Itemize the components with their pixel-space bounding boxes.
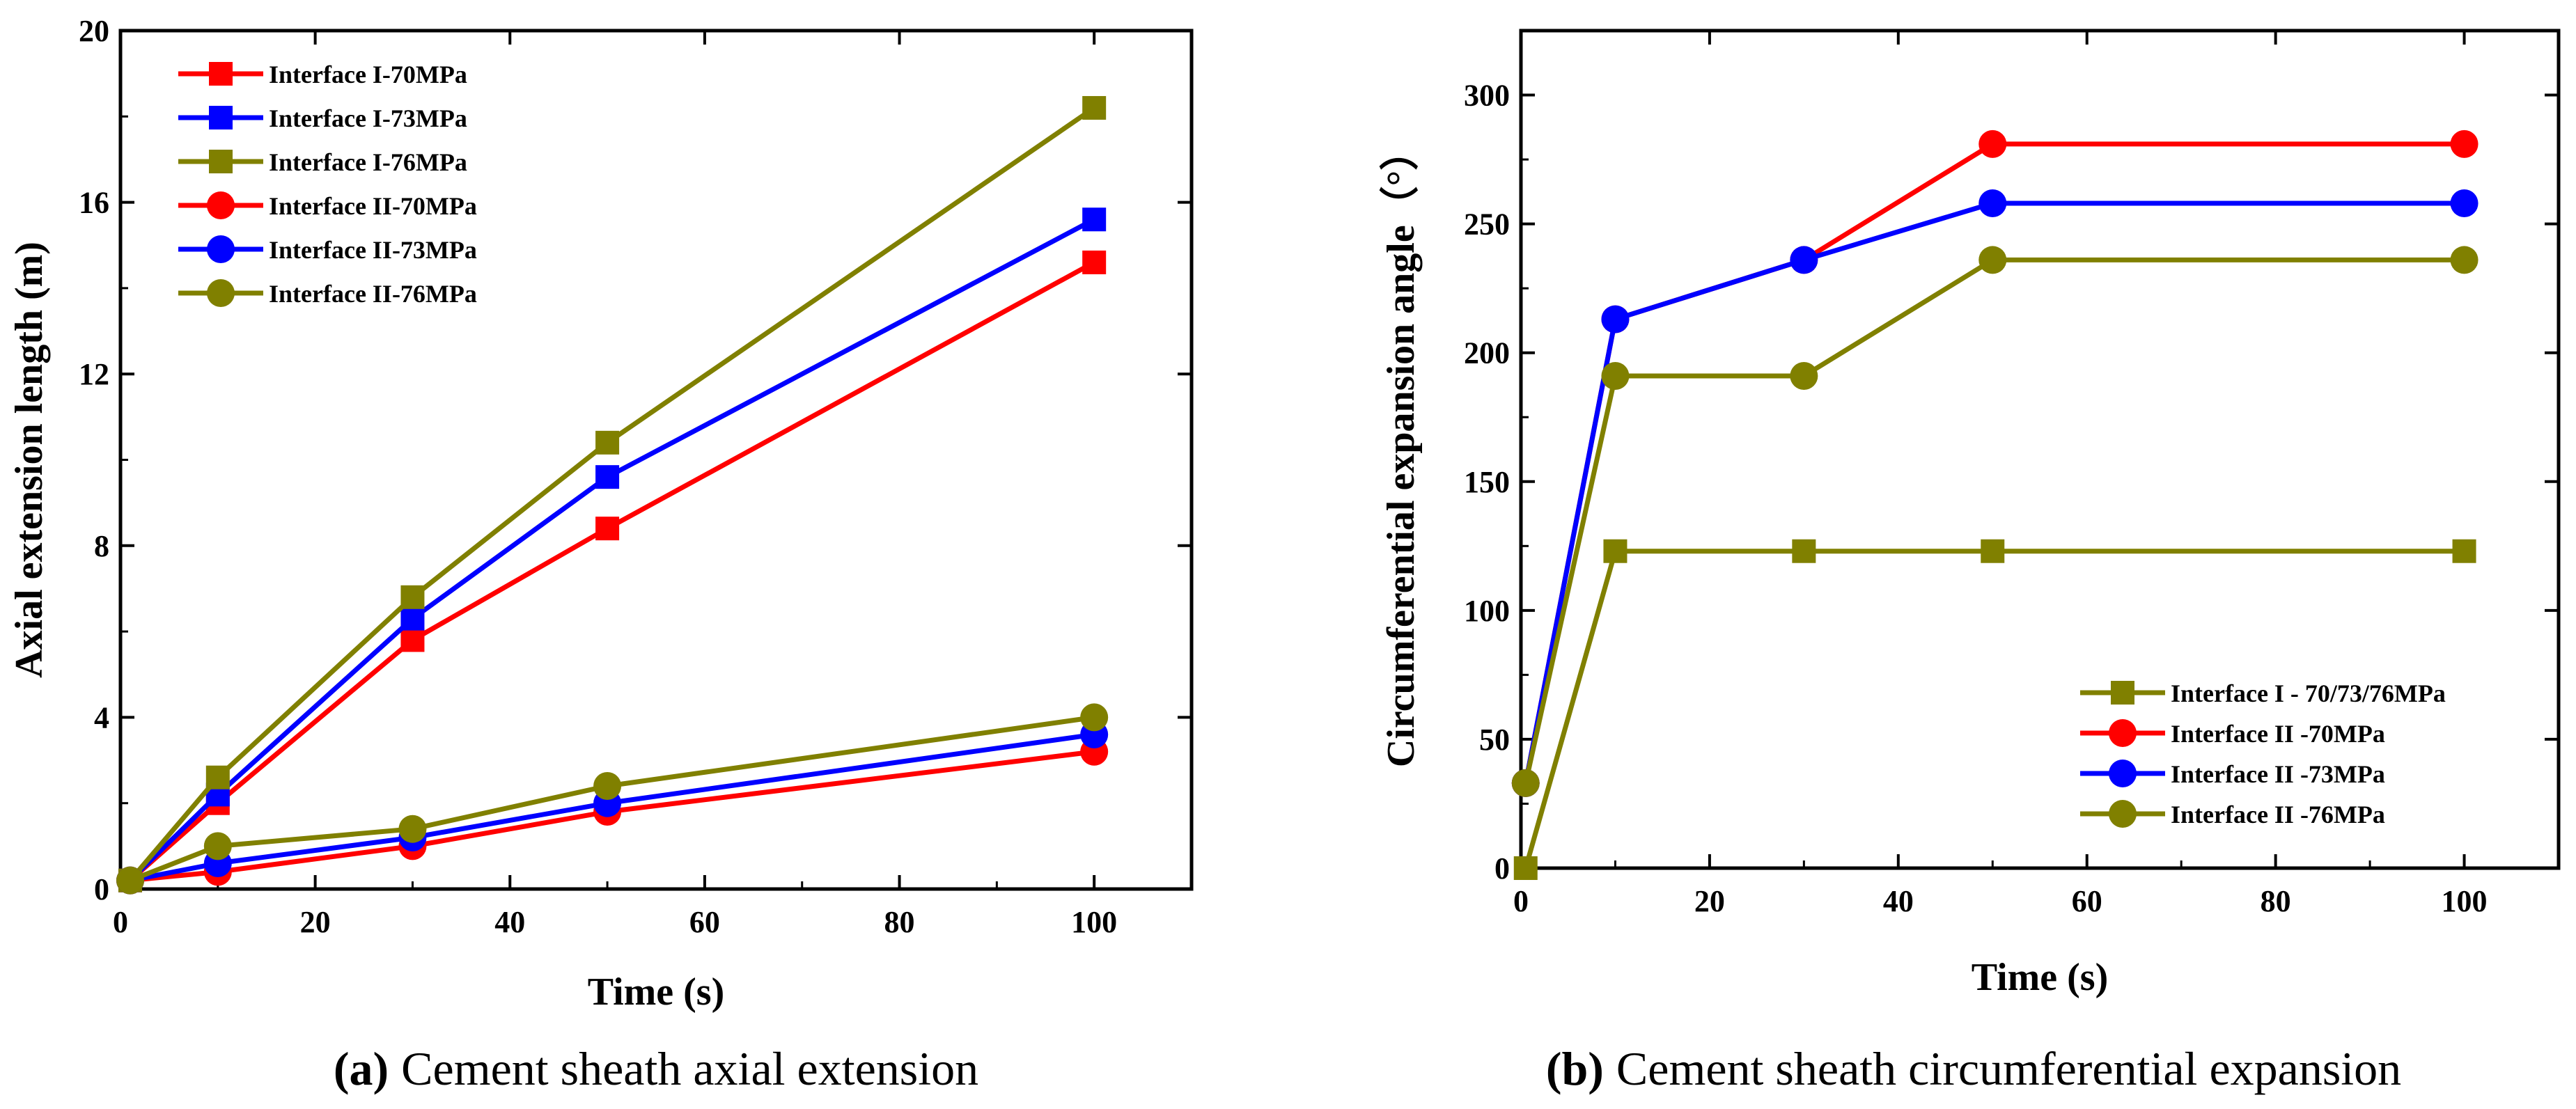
series-b-3	[1511, 246, 2479, 797]
plot-frame-b	[1519, 29, 2561, 870]
legend-label-b-3: Interface II -76MPa	[2171, 801, 2385, 828]
y-tick-label-a: 12	[79, 357, 109, 391]
data-point-b-2	[2450, 189, 2479, 218]
y-axis-title-a: Axial extension length (m)	[8, 242, 51, 678]
x-tick-label-a: 60	[689, 905, 720, 939]
legend-marker-a-3	[207, 191, 235, 219]
data-point-b-3	[1511, 769, 1540, 797]
y-tick-label-b: 150	[1464, 465, 1510, 499]
data-point-b-2	[1790, 246, 1818, 274]
legend-marker-b-1	[2109, 719, 2137, 747]
legend-marker-b-0	[2111, 681, 2134, 705]
y-tick-label-b: 100	[1464, 594, 1510, 628]
data-point-b-1	[2450, 129, 2479, 158]
legend-a: Interface I-70MPa Interface I-73MPa Interf…	[178, 61, 477, 308]
legend-marker-a-5	[207, 279, 235, 307]
x-axis-title-a: Time (s)	[588, 970, 725, 1014]
data-point-a-2	[1082, 95, 1107, 120]
data-point-a-1	[595, 465, 620, 489]
data-point-b-2	[1601, 305, 1630, 333]
x-tick-label-b: 60	[2072, 884, 2102, 918]
y-tick-label-a: 16	[79, 186, 109, 220]
caption-b: (b) Cement sheath circumferential expansi…	[1546, 1042, 2401, 1095]
chart-a-axial-extension: 0 20 40 60 80 100 0 4 8 12 16 20 Time (s) Axial exten…	[8, 14, 1194, 1095]
chart-b-circumferential-expansion: 0 20 40 60 80 100 0 50 100 150 200 250 300 Time (s) Ci…	[1379, 29, 2561, 1095]
data-point-b-3	[1601, 362, 1630, 391]
y-tick-label-b: 200	[1464, 336, 1510, 370]
x-tick-label-a: 100	[1071, 905, 1117, 939]
x-axis-title-b: Time (s)	[1972, 956, 2109, 999]
legend-label-b-0: Interface I - 70/73/76MPa	[2171, 679, 2446, 707]
data-point-b-0	[1792, 539, 1816, 563]
legend-label-a-0: Interface I-70MPa	[269, 61, 467, 88]
legend-b: Interface I - 70/73/76MPa Interface II -7…	[2080, 679, 2446, 828]
legend-label-b-1: Interface II -70MPa	[2171, 720, 2385, 748]
y-tick-label-a: 0	[94, 872, 109, 906]
y-axis-title-b: Circumferential expansion angle（°）	[1379, 132, 1423, 767]
legend-label-a-2: Interface I-76MPa	[269, 148, 467, 176]
data-point-a-5	[116, 866, 144, 895]
data-point-a-0	[595, 517, 620, 541]
x-tick-label-b: 40	[1883, 884, 1914, 918]
data-point-b-3	[1978, 246, 2007, 274]
y-tick-label-a: 4	[94, 700, 109, 734]
caption-tag-a: (a)	[334, 1042, 389, 1095]
data-point-a-5	[398, 815, 427, 843]
x-tick-label-a: 0	[113, 905, 128, 939]
series-a-5	[116, 703, 1109, 895]
legend-marker-b-2	[2109, 760, 2137, 787]
data-point-b-0	[1981, 539, 2005, 563]
series-line-a-2	[128, 106, 1096, 882]
caption-body-b: Cement sheath circumferential expansion	[1616, 1042, 2401, 1095]
data-point-a-5	[1080, 703, 1109, 732]
y-tick-label-b: 250	[1464, 207, 1510, 242]
data-point-b-2	[1978, 189, 2007, 218]
y-tick-label-b: 0	[1494, 851, 1510, 886]
legend-marker-a-4	[207, 235, 235, 263]
legend-label-a-1: Interface I-73MPa	[269, 104, 467, 132]
y-tick-label-a: 8	[94, 529, 109, 563]
legend-label-a-4: Interface II-73MPa	[269, 236, 477, 264]
data-point-a-0	[400, 628, 425, 652]
x-tick-label-b: 20	[1694, 884, 1725, 918]
data-point-a-5	[593, 772, 622, 801]
data-point-a-1	[1082, 207, 1107, 232]
legend-label-a-5: Interface II-76MPa	[269, 280, 477, 308]
legend-label-b-2: Interface II -73MPa	[2171, 760, 2385, 788]
x-tick-label-a: 80	[884, 905, 915, 939]
caption-a: (a) Cement sheath axial extension	[334, 1042, 978, 1095]
legend-marker-b-3	[2109, 800, 2137, 828]
y-tick-label-b: 300	[1464, 79, 1510, 113]
data-point-b-0	[1603, 539, 1627, 563]
data-point-a-2	[595, 430, 620, 455]
y-tick-label-b: 50	[1479, 723, 1510, 757]
data-point-b-3	[2450, 246, 2479, 274]
data-point-b-0	[1513, 856, 1538, 880]
y-tick-label-a: 20	[79, 14, 109, 48]
legend-marker-a-0	[209, 62, 233, 86]
legend-label-a-3: Interface II-70MPa	[269, 192, 477, 220]
data-point-b-0	[2452, 539, 2476, 563]
x-tick-label-a: 20	[300, 905, 331, 939]
legend-marker-a-2	[209, 150, 233, 173]
data-point-a-0	[1082, 250, 1107, 274]
series-a-4	[116, 721, 1109, 895]
series-b-0	[1513, 539, 2476, 880]
x-tick-label-b: 0	[1513, 884, 1529, 918]
series-a-2	[118, 95, 1107, 892]
legend-marker-a-1	[209, 106, 233, 129]
data-point-b-1	[1978, 129, 2007, 158]
x-tick-label-a: 40	[494, 905, 525, 939]
x-tick-label-b: 100	[2442, 884, 2488, 918]
series-a-1	[118, 207, 1107, 892]
data-point-a-1	[400, 606, 425, 631]
data-point-a-2	[400, 585, 425, 609]
caption-body-a: Cement sheath axial extension	[401, 1042, 978, 1095]
caption-tag-b: (b)	[1546, 1042, 1604, 1095]
data-point-a-5	[203, 832, 232, 860]
x-tick-label-b: 80	[2261, 884, 2291, 918]
data-point-a-2	[205, 765, 230, 789]
data-point-b-3	[1790, 362, 1818, 391]
